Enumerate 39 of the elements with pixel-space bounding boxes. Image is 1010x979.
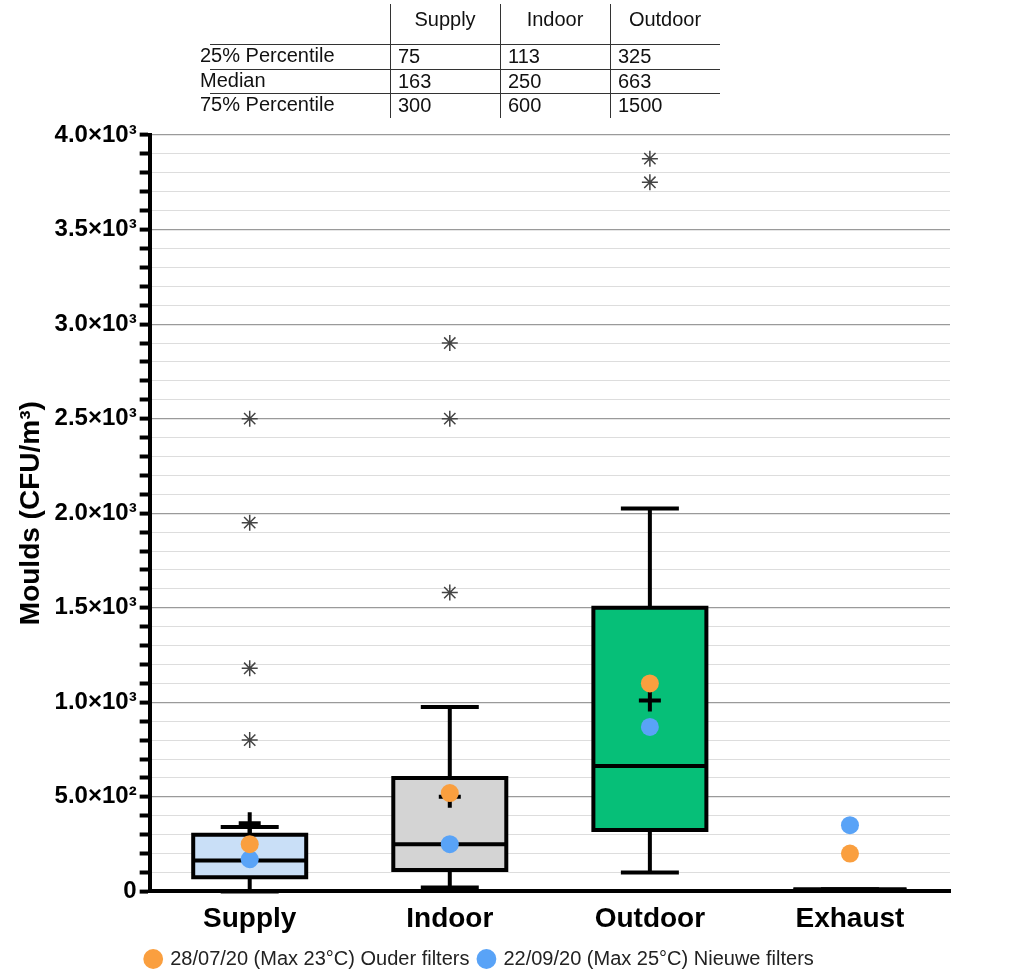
y-tick-label: 5.0×10² — [54, 781, 137, 809]
point — [840, 844, 859, 863]
x-tick-label: Indoor — [526, 7, 584, 30]
y-tick-label: 75% Percentile — [200, 93, 335, 116]
data-label: 163 — [398, 69, 432, 92]
x-tick-label: Outdoor — [594, 901, 706, 933]
data-label: 600 — [508, 94, 542, 117]
y-tick-label: 3.0×10³ — [54, 308, 137, 336]
x-tick-label: Outdoor — [628, 7, 702, 30]
y-tick-label: 2.5×10³ — [54, 403, 137, 431]
y-tick-label: 3.5×10³ — [54, 214, 137, 242]
x-tick-label: Exhaust — [795, 901, 905, 933]
data-label: 300 — [398, 94, 432, 117]
point — [640, 674, 659, 693]
data-label: 1500 — [618, 94, 663, 117]
data-label: 113 — [508, 44, 540, 67]
x-tick-label: Indoor — [406, 901, 494, 933]
data-label: 75 — [398, 44, 421, 67]
point — [640, 717, 659, 736]
data-label: 325 — [618, 44, 652, 67]
y-tick-label: 4.0×10³ — [54, 119, 137, 147]
y-tick-label: 25% Percentile — [200, 43, 335, 66]
y-tick-label: Median — [200, 68, 266, 91]
point — [240, 850, 259, 869]
y-tick-label: 1.0×10³ — [54, 686, 137, 714]
legend-label: 22/09/20 (Max 25°C) Nieuwe filters — [503, 946, 814, 969]
data-label: 663 — [618, 69, 652, 92]
point — [440, 835, 459, 854]
y-tick-label: 0 — [123, 876, 137, 904]
point — [240, 835, 259, 854]
data-label: 250 — [508, 69, 542, 92]
point — [440, 784, 459, 803]
y-tick-label: 2.0×10³ — [54, 497, 137, 525]
y-axis-title: Moulds (CFU/m³) — [13, 401, 45, 626]
point — [840, 816, 859, 835]
legend-label: 28/07/20 (Max 23°C) Ouder filters — [170, 946, 470, 969]
x-tick-label: Supply — [203, 901, 297, 933]
y-tick-label: 1.5×10³ — [54, 592, 137, 620]
x-tick-label: Supply — [414, 7, 476, 30]
